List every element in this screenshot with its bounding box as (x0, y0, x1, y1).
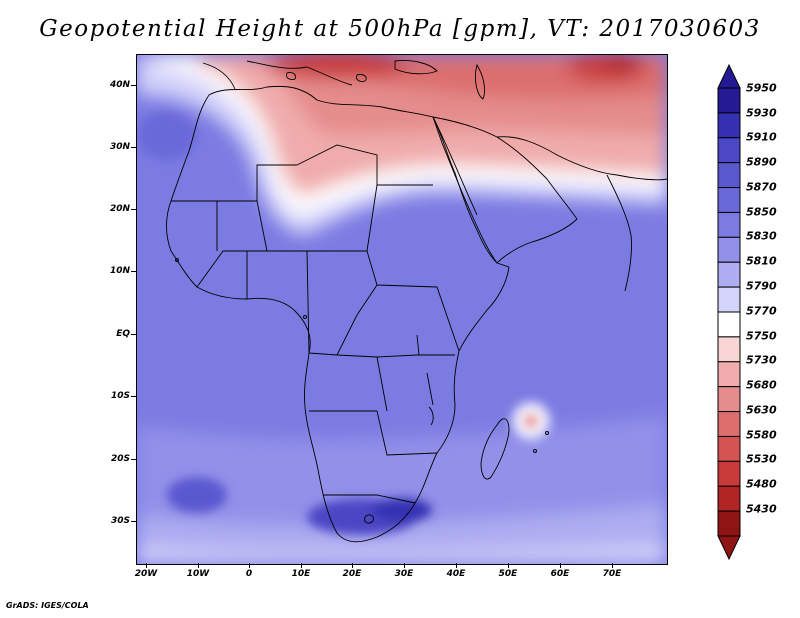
colorbar-swatch (717, 311, 741, 338)
colorbar-swatch (717, 361, 741, 388)
colorbar (717, 64, 741, 560)
colorbar-swatch (717, 137, 741, 164)
lat-tick (131, 147, 136, 148)
lon-label-60e: 60E (550, 569, 570, 579)
lon-label-50e: 50E (498, 569, 518, 579)
colorbar-bottom-arrow (717, 535, 741, 560)
geopotential-field (137, 55, 667, 564)
low-gradient-pockets (137, 110, 432, 535)
lon-label-70e: 70E (602, 569, 622, 579)
colorbar-label: 5810 (746, 254, 777, 268)
lon-tick (612, 563, 613, 568)
lon-label-40e: 40E (446, 569, 466, 579)
lon-tick (249, 563, 250, 568)
colorbar-label: 5790 (746, 279, 777, 293)
colorbar-swatch (717, 236, 741, 263)
colorbar-swatch (717, 510, 741, 537)
lat-label-20s: 20S (110, 454, 130, 464)
lon-tick (456, 563, 457, 568)
lat-tick (131, 334, 136, 335)
lon-tick (508, 563, 509, 568)
lon-label-30e: 30E (394, 569, 414, 579)
lon-tick (198, 563, 199, 568)
lon-tick (404, 563, 405, 568)
colorbar-swatch (717, 187, 741, 213)
lat-tick (131, 459, 136, 460)
map-panel (136, 54, 668, 565)
colorbar-label: 5770 (746, 304, 777, 318)
colorbar-label: 5870 (746, 180, 777, 194)
colorbar-label: 5630 (746, 403, 777, 417)
lon-label-0: 0 (245, 569, 253, 579)
colorbar-top-arrow (717, 64, 741, 89)
colorbar-swatch (717, 435, 741, 462)
lon-tick (301, 563, 302, 568)
lon-tick (560, 563, 561, 568)
colorbar-label: 5430 (746, 502, 777, 516)
lat-label-20n: 20N (109, 204, 130, 214)
lon-label-20w: 20W (134, 569, 158, 579)
lat-tick (131, 271, 136, 272)
colorbar-label: 5530 (746, 452, 777, 466)
lon-label-10e: 10E (291, 569, 311, 579)
colorbar-swatch (717, 261, 741, 288)
lat-label-10n: 10N (109, 266, 130, 276)
colorbar-label: 5850 (746, 205, 777, 219)
lat-tick (131, 396, 136, 397)
colorbar-label: 5950 (746, 81, 777, 95)
colorbar-swatch (717, 162, 741, 189)
colorbar-label: 5930 (746, 106, 777, 120)
colorbar-swatch (717, 386, 741, 413)
colorbar-label: 5750 (746, 329, 777, 343)
colorbar-label: 5890 (746, 155, 777, 169)
colorbar-swatch (717, 286, 741, 313)
colorbar-label: 5680 (746, 378, 777, 392)
cyclone-anomaly (511, 401, 551, 441)
colorbar-swatch (717, 460, 741, 487)
colorbar-label: 5910 (746, 130, 777, 144)
plot-title: Geopotential Height at 500hPa [gpm], VT:… (39, 16, 761, 42)
northern-band (137, 55, 667, 235)
lat-tick (131, 521, 136, 522)
lat-label-eq: EQ (116, 329, 130, 339)
lat-label-30s: 30S (110, 516, 130, 526)
colorbar-swatch (717, 112, 741, 139)
lat-label-40n: 40N (109, 80, 130, 90)
lat-tick (131, 209, 136, 210)
lon-tick (146, 563, 147, 568)
colorbar-swatch (717, 87, 741, 114)
lon-label-20e: 20E (342, 569, 362, 579)
lat-label-10s: 10S (110, 391, 130, 401)
colorbar-label: 5830 (746, 229, 777, 243)
colorbar-label: 5580 (746, 428, 777, 442)
colorbar-swatch (717, 336, 741, 363)
lon-tick (352, 563, 353, 568)
credit-text: GrADS: IGES/COLA (6, 601, 89, 610)
colorbar-label: 5730 (746, 353, 777, 367)
colorbar-swatch (717, 211, 741, 238)
colorbar-swatch (717, 485, 741, 512)
lat-label-30n: 30N (109, 142, 130, 152)
lat-tick (131, 85, 136, 86)
colorbar-swatch (717, 411, 741, 437)
lon-label-10w: 10W (186, 569, 210, 579)
colorbar-label: 5480 (746, 477, 777, 491)
coastlines (166, 60, 667, 543)
